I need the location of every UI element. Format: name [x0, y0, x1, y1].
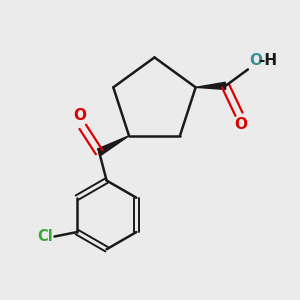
Text: O: O [234, 117, 247, 132]
Polygon shape [98, 136, 129, 155]
Text: O: O [73, 108, 86, 123]
Polygon shape [196, 82, 226, 89]
Text: -H: -H [258, 53, 278, 68]
Text: O: O [249, 53, 262, 68]
Text: Cl: Cl [37, 229, 53, 244]
